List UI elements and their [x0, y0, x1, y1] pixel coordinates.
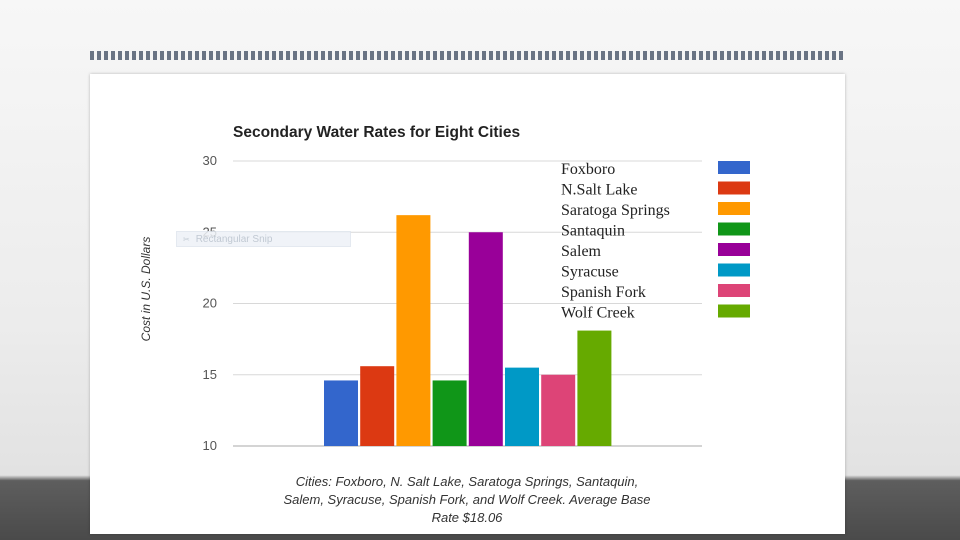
snip-tooltip-label: Rectangular Snip — [195, 234, 273, 245]
legend-entry: N.Salt Lake — [561, 182, 637, 199]
legend-swatch — [718, 161, 750, 174]
legend-entry: Wolf Creek — [561, 305, 635, 322]
y-tick-label: 20 — [203, 296, 217, 311]
legend-entry: Salem — [561, 243, 602, 260]
legend-swatch — [718, 202, 750, 215]
scissors-icon: ✂ — [183, 235, 190, 244]
legend-swatch — [718, 304, 750, 318]
y-axis-label: Cost in U.S. Dollars — [139, 237, 153, 342]
bar — [396, 215, 431, 446]
bar — [541, 374, 576, 446]
legend-entry: Saratoga Springs — [561, 202, 670, 219]
bar — [432, 380, 467, 446]
legend-swatch — [718, 263, 750, 277]
legend-swatch — [718, 243, 750, 256]
bar — [505, 367, 539, 446]
snip-tooltip: ✂ Rectangular Snip — [176, 231, 351, 247]
legend: Foxboro N.Salt Lake Saratoga Springs Santaq… — [561, 161, 750, 322]
bar — [468, 232, 503, 446]
bar-chart: Secondary Water Rates for Eight Cities 1… — [139, 124, 750, 525]
legend-entry: Foxboro — [561, 161, 615, 178]
bars — [324, 215, 612, 446]
legend-swatch — [718, 284, 750, 297]
y-tick-label: 10 — [203, 438, 217, 453]
legend-entry: Syracuse — [561, 264, 619, 281]
y-tick-labels: 1015202530 — [203, 153, 217, 453]
caption-line: Salem, Syracuse, Spanish Fork, and Wolf … — [283, 492, 650, 507]
legend-swatch — [718, 222, 750, 236]
y-tick-label: 30 — [203, 153, 217, 168]
caption-line: Cities: Foxboro, N. Salt Lake, Saratoga … — [296, 474, 639, 489]
y-tick-label: 15 — [203, 367, 217, 382]
legend-entry: Santaquin — [561, 223, 625, 240]
chart-card: Secondary Water Rates for Eight Cities 1… — [90, 74, 845, 534]
decorative-stripe — [90, 51, 846, 60]
caption-line: Rate $18.06 — [432, 510, 504, 525]
legend-entry: Spanish Fork — [561, 284, 646, 301]
legend-swatch — [718, 181, 750, 195]
bar — [577, 330, 612, 446]
bar — [360, 366, 395, 446]
bar — [324, 380, 358, 446]
chart-title: Secondary Water Rates for Eight Cities — [233, 124, 520, 141]
chart-caption: Cities: Foxboro, N. Salt Lake, Saratoga … — [283, 474, 650, 525]
